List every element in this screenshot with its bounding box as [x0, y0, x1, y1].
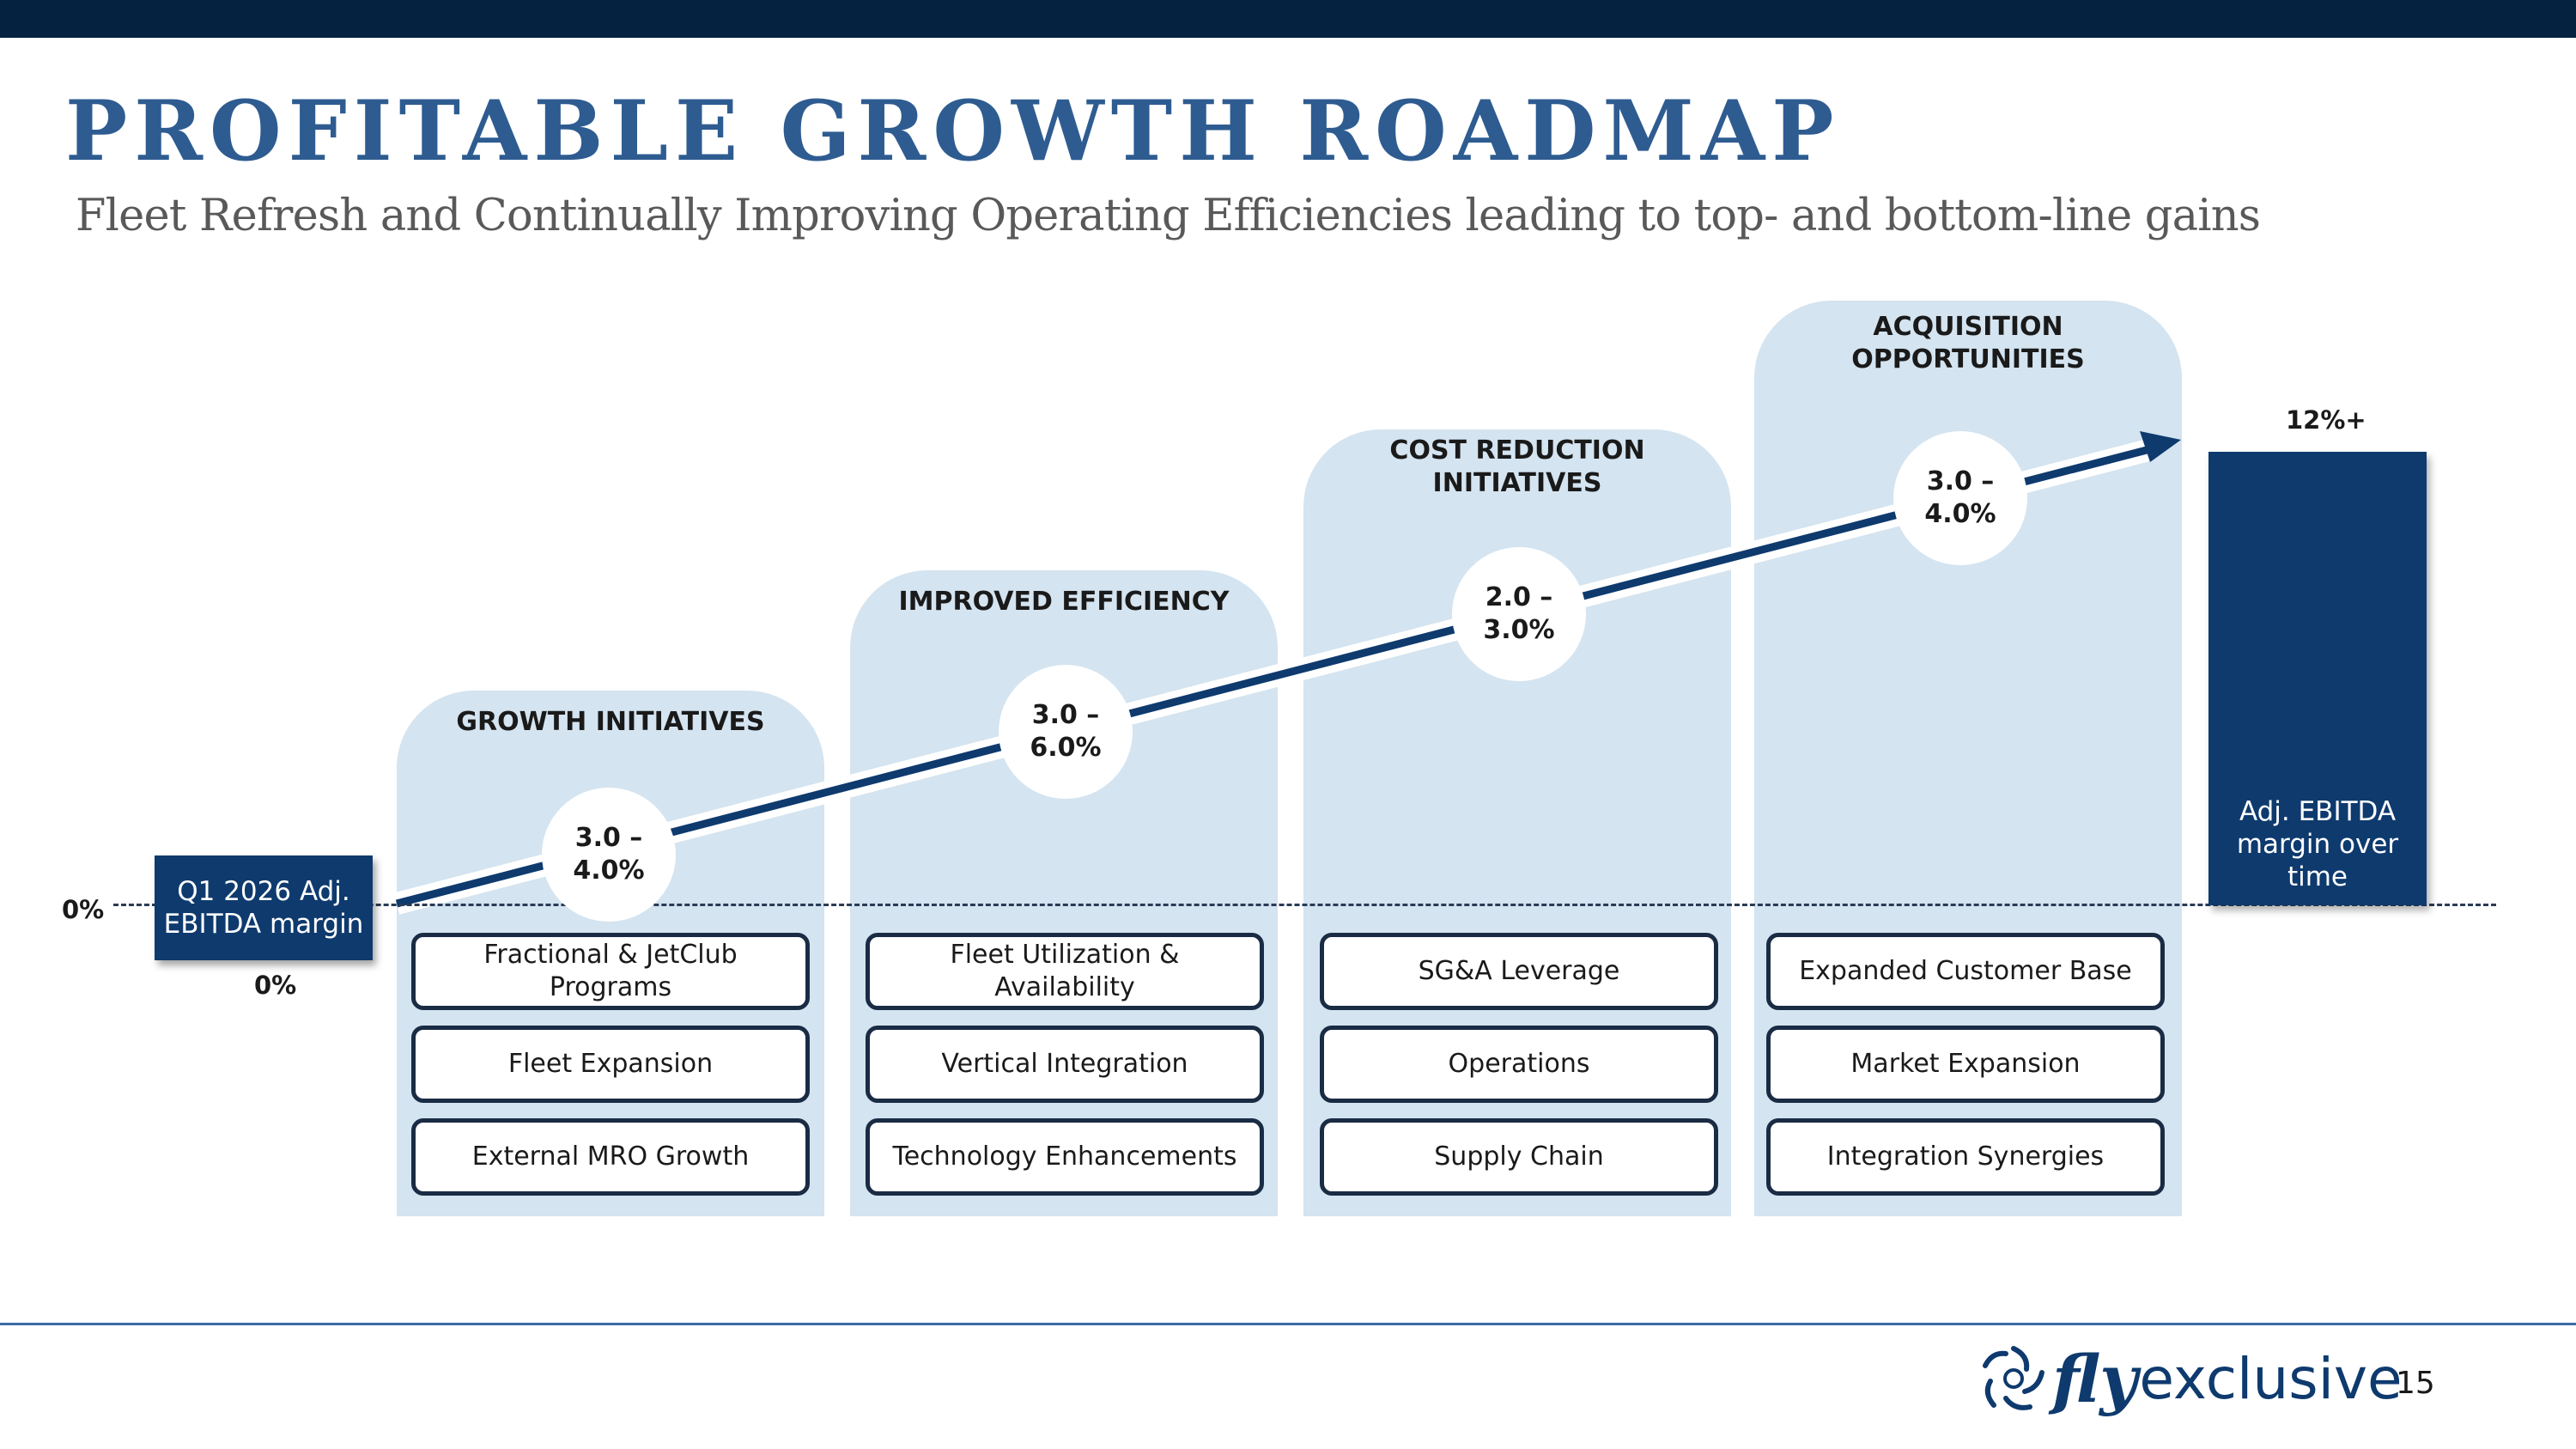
end-value-label: 12%+: [2286, 405, 2366, 435]
initiative-box: Market Expansion: [1766, 1026, 2165, 1103]
initiative-box: Expanded Customer Base: [1766, 933, 2165, 1010]
q1-margin-box: Q1 2026 Adj. EBITDA margin: [155, 855, 373, 960]
start-value-label: 0%: [254, 971, 297, 1000]
axis-zero-label: 0%: [62, 895, 105, 924]
logo-fly-text: fly: [2052, 1340, 2138, 1417]
page-number: 15: [2396, 1366, 2435, 1401]
initiative-box: Supply Chain: [1320, 1118, 1718, 1196]
footer-divider: [0, 1323, 2576, 1325]
initiative-box: Operations: [1320, 1026, 1718, 1103]
target-margin-bar: Adj. EBITDA margin over time: [2208, 452, 2427, 905]
initiative-box: SG&A Leverage: [1320, 933, 1718, 1010]
page-title: PROFITABLE GROWTH ROADMAP: [65, 82, 1841, 180]
column-title: ACQUISITION OPPORTUNITIES: [1851, 312, 2085, 374]
initiative-box: Integration Synergies: [1766, 1118, 2165, 1196]
initiative-box: Fleet Expansion: [411, 1026, 810, 1103]
column-title: IMPROVED EFFICIENCY: [898, 587, 1230, 617]
logo-exclusive-text: exclusive: [2139, 1345, 2403, 1412]
initiative-box: Fleet Utilization & Availability: [866, 933, 1264, 1010]
page-subtitle: Fleet Refresh and Continually Improving …: [76, 191, 2261, 241]
range-bubble: 3.0 – 6.0%: [999, 665, 1133, 799]
column-title: COST REDUCTION INITIATIVES: [1389, 435, 1645, 498]
range-bubble: 3.0 – 4.0%: [1893, 431, 2027, 565]
range-bubble: 3.0 – 4.0%: [542, 788, 676, 922]
top-banner: [0, 0, 2576, 38]
swirl-logo-icon: [1983, 1346, 2044, 1410]
range-bubble: 2.0 – 3.0%: [1452, 547, 1586, 681]
column-title: GROWTH INITIATIVES: [456, 707, 765, 737]
initiative-box: Fractional & JetClub Programs: [411, 933, 810, 1010]
initiative-box: Technology Enhancements: [866, 1118, 1264, 1196]
initiative-box: External MRO Growth: [411, 1118, 810, 1196]
target-margin-label: Adj. EBITDA margin over time: [2236, 796, 2399, 892]
initiative-box: Vertical Integration: [866, 1026, 1264, 1103]
zero-baseline: [113, 904, 2496, 906]
flyexclusive-logo: fly exclusive: [1975, 1340, 2403, 1417]
